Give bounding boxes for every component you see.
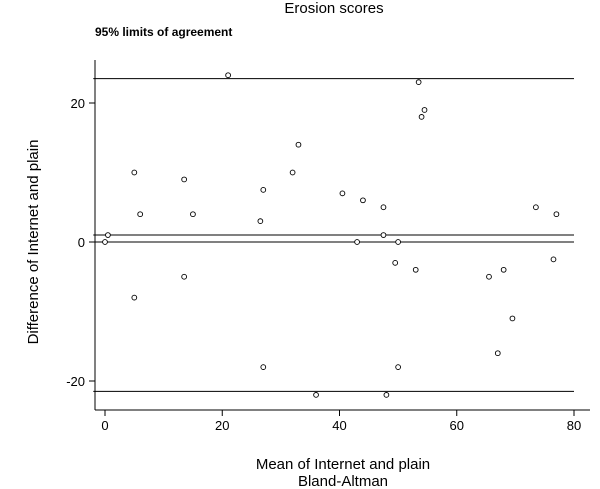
x-tick-label: 40 [332, 418, 346, 433]
y-axis-title: Difference of Internet and plain [25, 140, 42, 345]
data-point [533, 204, 539, 211]
data-point [295, 141, 302, 148]
data-point [339, 190, 346, 197]
data-point [289, 169, 296, 176]
y-tick-label: 0 [78, 235, 85, 250]
data-point [380, 204, 387, 211]
data-point [553, 211, 560, 218]
x-tick-label: 0 [101, 418, 108, 433]
data-point [421, 107, 428, 113]
data-point [509, 315, 516, 322]
data-point [412, 266, 419, 273]
data-point [260, 364, 267, 370]
data-point [380, 232, 387, 238]
x-tick-label: 60 [450, 418, 464, 433]
y-tick-label: -20 [66, 374, 85, 389]
x-tick-label: 20 [215, 418, 229, 433]
data-point [190, 211, 196, 218]
y-tick-label: 20 [71, 96, 85, 111]
data-point [137, 211, 144, 218]
x-axis-subtitle: Bland-Altman [298, 473, 388, 489]
data-point [418, 114, 425, 120]
data-point [415, 79, 422, 86]
data-point [500, 266, 507, 273]
data-point [260, 187, 267, 193]
data-point [313, 392, 319, 398]
data-point [131, 294, 138, 301]
data-point [395, 239, 401, 245]
data-point [181, 273, 187, 280]
data-point [392, 260, 399, 266]
data-point [486, 273, 492, 280]
data-point [354, 239, 360, 245]
data-point [181, 176, 187, 183]
data-point [395, 364, 401, 370]
chart-subtitle: 95% limits of agreement [95, 25, 232, 39]
data-point [383, 392, 390, 398]
data-point [131, 169, 138, 176]
data-point [225, 72, 231, 79]
plot-area: 0 20 40 60 80 -20 0 20 [66, 60, 590, 433]
data-point [550, 256, 557, 263]
data-point [102, 239, 108, 245]
x-axis-title: Mean of Internet and plain [256, 456, 430, 473]
data-point [257, 218, 264, 225]
data-point [360, 197, 366, 204]
data-point [105, 232, 111, 238]
chart-title: Erosion scores [284, 0, 383, 17]
data-point [494, 350, 501, 357]
x-tick-label: 80 [567, 418, 581, 433]
